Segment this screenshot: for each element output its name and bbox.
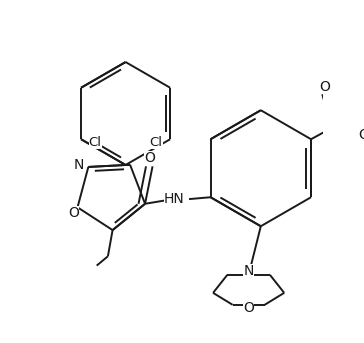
Text: O: O [144,151,155,165]
Text: Cl: Cl [150,137,163,150]
Text: N: N [244,264,254,278]
Text: O: O [358,128,364,142]
Text: HN: HN [163,192,184,206]
Text: Cl: Cl [88,137,102,150]
Text: O: O [68,206,79,220]
Text: O: O [320,80,331,94]
Text: N: N [74,158,84,172]
Text: O: O [243,300,254,315]
